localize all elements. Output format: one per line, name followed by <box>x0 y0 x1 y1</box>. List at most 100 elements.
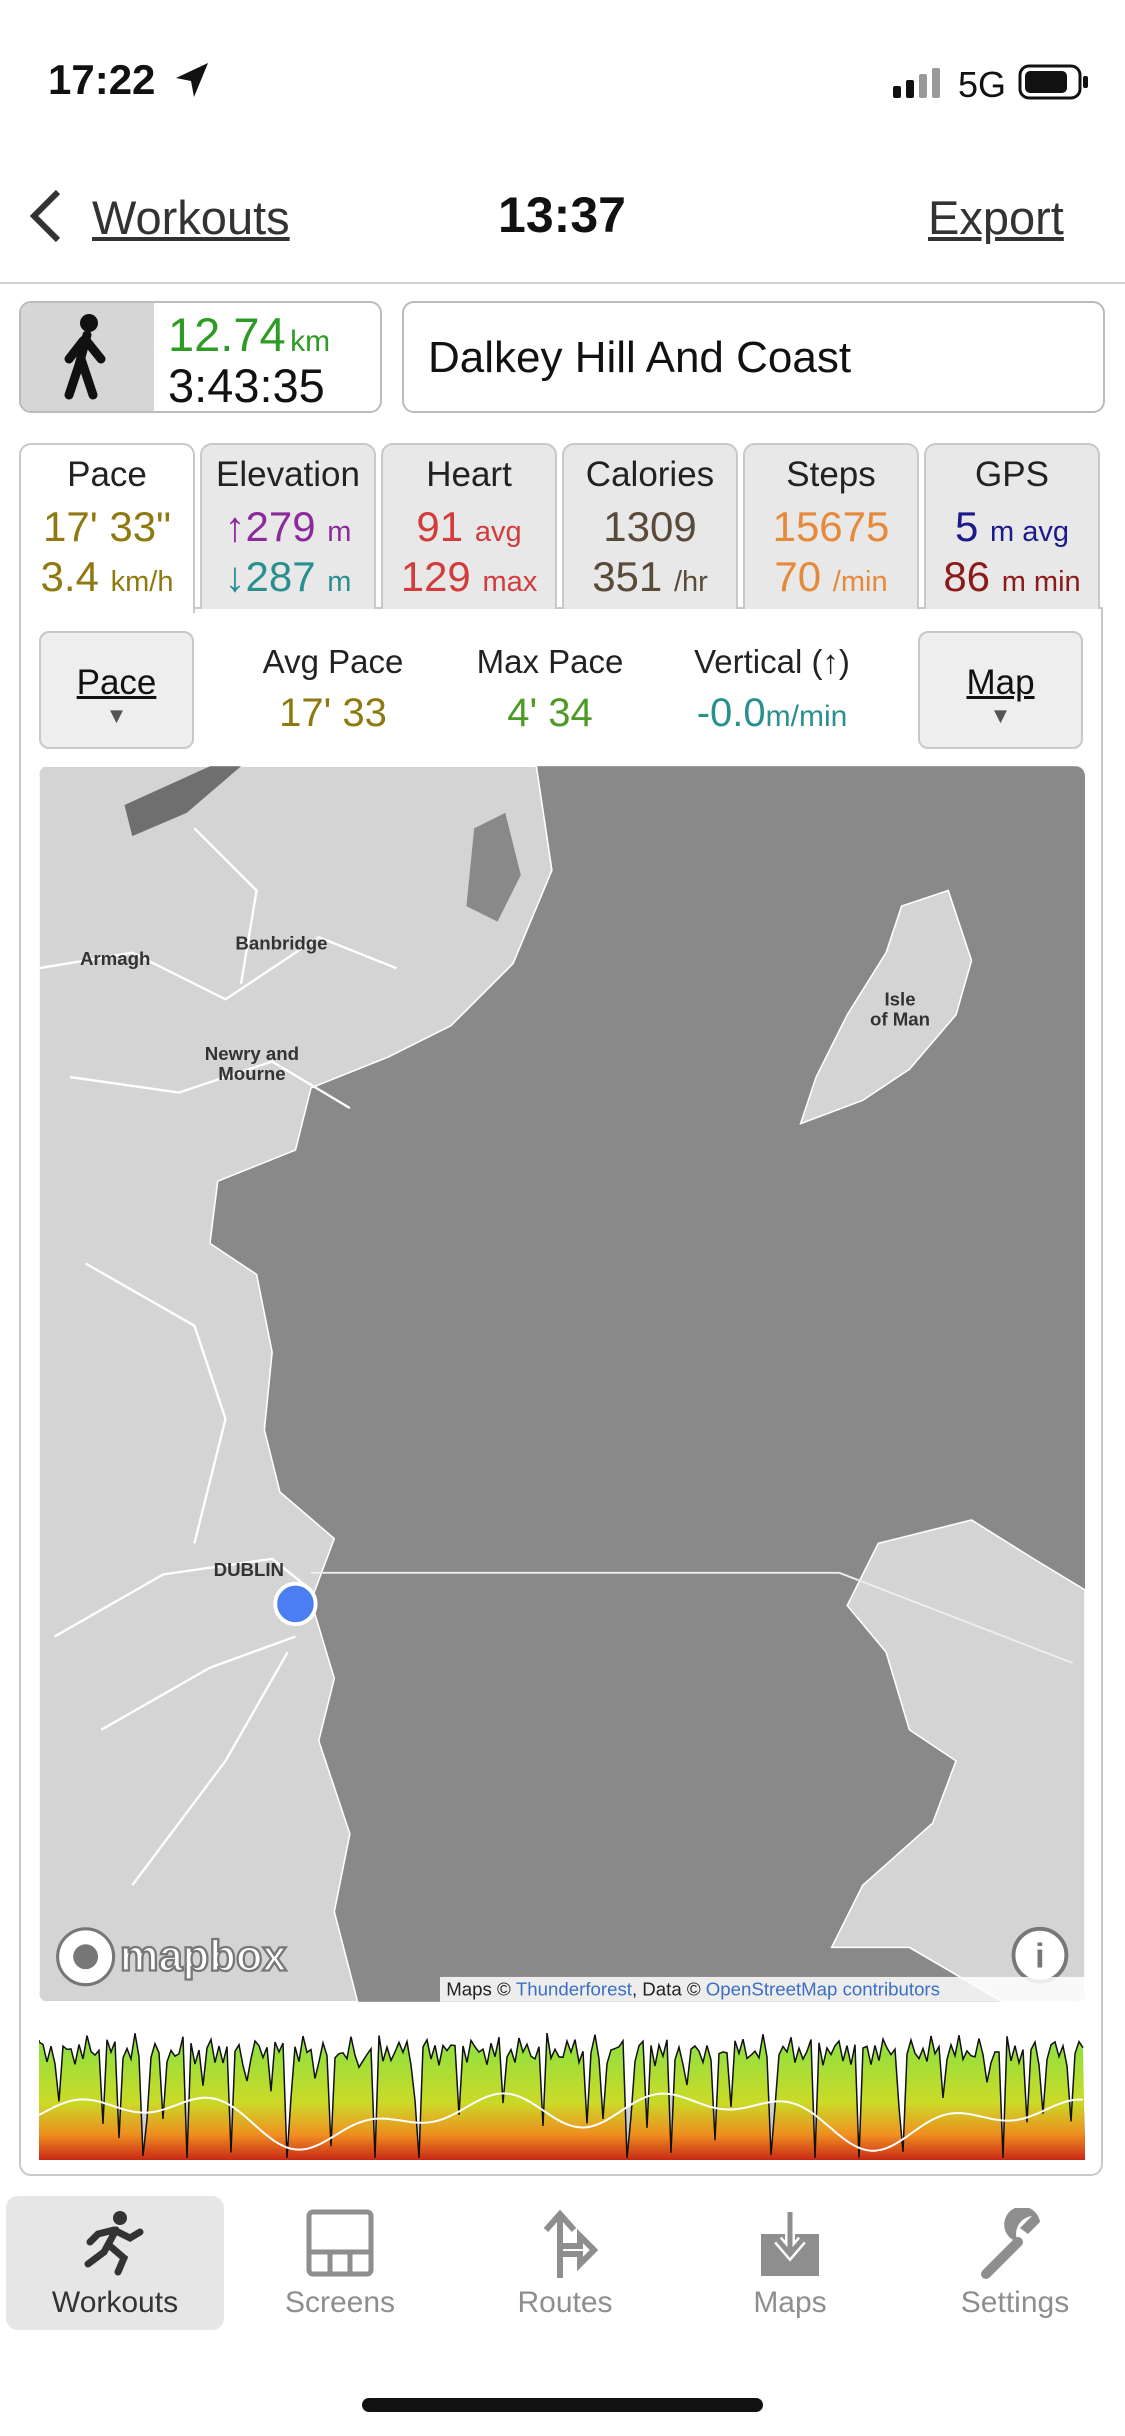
unit: m avg <box>990 516 1069 548</box>
info-button[interactable]: i <box>1011 1926 1069 1984</box>
tab-value: 3.4 km/h <box>21 553 193 601</box>
map-labels: Armagh Banbridge Newry and Mourne Isle of Man… <box>80 933 930 1580</box>
tab-bar-item[interactable]: Routes <box>456 2196 674 2330</box>
metric-tab[interactable]: Pace 17' 33" 3.4 km/h <box>19 443 195 613</box>
tab-bar-label: Settings <box>960 2286 1070 2319</box>
dropdown-arrow: ▼ <box>989 703 1012 728</box>
tab-value: 351 /hr <box>564 553 736 601</box>
value: 4' 34 <box>507 691 593 735</box>
wales-land <box>830 1519 1085 2002</box>
signal-icon <box>893 68 940 98</box>
map-label-line: Armagh <box>80 948 150 969</box>
map-button-label: Map <box>966 663 1035 702</box>
stat-value: 4' 34 <box>430 691 670 736</box>
unit: /min <box>832 566 888 598</box>
tab-bar-item[interactable]: Settings <box>906 2196 1124 2330</box>
map-label-line: Banbridge <box>235 933 327 954</box>
tab-icon <box>306 2209 374 2277</box>
strangford-lough <box>466 812 521 922</box>
map-label-line: DUBLIN <box>214 1559 284 1580</box>
stat-value: -0.0m/min <box>652 691 892 736</box>
tab-value: 15675 <box>745 503 917 551</box>
tab-label: Heart <box>426 455 512 494</box>
attribution: Maps © Thunderforest, Data © OpenStreetM… <box>446 1979 940 2000</box>
distance: 12.74 km <box>168 307 330 362</box>
back-chevron[interactable] <box>26 188 66 244</box>
attribution-bg <box>439 1976 1085 2002</box>
pace-line <box>39 2032 1084 2159</box>
network-label: 5G <box>958 64 1007 105</box>
walk-icon <box>64 314 106 400</box>
tab-label: Calories <box>585 455 715 494</box>
unit: m/min <box>765 700 848 733</box>
tab-value: 91 avg <box>383 503 555 551</box>
value: 1309 <box>603 503 697 550</box>
attr-maps: Maps © <box>446 1979 511 2000</box>
nav-separator <box>0 282 1125 284</box>
stat-label: Vertical (↑) <box>694 643 850 680</box>
export-button[interactable]: Export <box>928 191 1064 244</box>
unit: max <box>482 566 538 598</box>
metric-tab[interactable]: Calories 1309 351 /hr <box>562 443 738 609</box>
battery-icon <box>1018 64 1088 100</box>
metric-tab[interactable]: Elevation ↑279 m ↓287 m <box>200 443 376 609</box>
unit: avg <box>474 516 522 548</box>
unit: km/h <box>110 566 174 598</box>
distance-unit: km <box>290 325 331 358</box>
pace-button-label: Pace <box>76 663 157 702</box>
lough <box>124 766 242 837</box>
tab-label: GPS <box>975 455 1049 494</box>
tab-icon <box>543 2209 599 2278</box>
tab-icon <box>84 2211 144 2276</box>
value: 17' 33" <box>42 503 172 550</box>
value: 91 <box>416 503 464 550</box>
status-time: 17:22 <box>48 56 156 103</box>
metric-tab[interactable]: GPS 5 m avg 86 m min <box>924 443 1100 609</box>
map-button[interactable]: Map ▼ <box>918 631 1083 749</box>
value: 86 <box>943 553 991 600</box>
unit: m min <box>1001 566 1081 598</box>
value: ↑279 <box>224 503 316 550</box>
tab-bar-item[interactable]: Workouts <box>6 2196 224 2330</box>
tab-value: ↓287 m <box>202 553 374 601</box>
metric-tab[interactable]: Heart 91 avg 129 max <box>381 443 557 609</box>
attr-link[interactable]: OpenStreetMap contributors <box>706 1979 940 2000</box>
tab-value: 86 m min <box>926 553 1098 601</box>
back-button[interactable]: Workouts <box>92 191 290 244</box>
stat: Vertical (↑) -0.0m/min <box>652 643 892 736</box>
mapbox-logo: mapbox <box>56 1927 288 1987</box>
map[interactable]: Armagh Banbridge Newry and Mourne Isle of Man… <box>39 766 1085 2002</box>
map-label-line: Isle <box>884 989 915 1010</box>
stat-label: Max Pace <box>476 643 624 680</box>
home-indicator <box>362 2398 763 2412</box>
metric-tab[interactable]: Steps 15675 70 /min <box>743 443 919 609</box>
pace-button[interactable]: Pace ▼ <box>39 631 194 749</box>
map-label: Isle of Man <box>870 989 930 1030</box>
tab-bar-item[interactable]: Screens <box>231 2196 449 2330</box>
tab-bar-item[interactable]: Maps <box>681 2196 899 2330</box>
tab-value: 70 /min <box>745 553 917 601</box>
tab-bar-label: Maps <box>753 2286 827 2319</box>
tab-value: 1309 <box>564 503 736 551</box>
location-dot <box>273 1581 318 1627</box>
stat-value: 17' 33 <box>213 691 453 736</box>
stat: Avg Pace 17' 33 <box>213 643 453 736</box>
distance-value: 12.74 <box>168 308 286 361</box>
svg-text:i: i <box>1035 1938 1045 1976</box>
pace-profile <box>39 2020 1085 2160</box>
unit: m <box>327 516 352 548</box>
roads <box>39 827 397 1886</box>
summary-box[interactable]: 12.74 km 3:43:35 <box>19 301 382 413</box>
unit: /hr <box>673 566 708 598</box>
unit: m <box>327 566 352 598</box>
workout-name-field[interactable]: Dalkey Hill And Coast <box>402 301 1105 413</box>
map-label: Armagh <box>80 948 150 969</box>
tab-bar-label: Screens <box>284 2286 396 2319</box>
tab-bar-label: Workouts <box>51 2286 179 2319</box>
tab-value: ↑279 m <box>202 503 374 551</box>
elevation-line <box>39 2092 1083 2152</box>
attr-link[interactable]: Thunderforest <box>516 1979 633 2000</box>
value: 5 <box>954 503 979 550</box>
